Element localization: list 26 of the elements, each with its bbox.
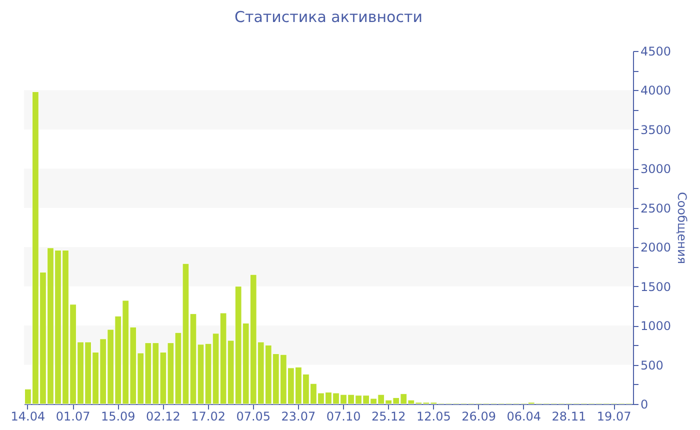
x-tick-label: 26.09	[462, 410, 496, 424]
y-tick-label: 0	[640, 398, 648, 412]
y-tick-label: 2000	[640, 240, 672, 255]
x-tick-label: 07.05	[236, 410, 271, 424]
chart-title: Статистика активности	[234, 8, 422, 26]
x-tick-label: 14.04	[10, 410, 46, 424]
x-tick-label: 02.12	[146, 410, 180, 424]
y-tick-label: 3500	[640, 122, 672, 137]
x-tick-label: 01.07	[56, 410, 90, 424]
x-tick-label: 12.05	[416, 410, 451, 424]
x-tick-label: 07.10	[326, 410, 361, 424]
y-tick-label: 500	[640, 358, 664, 372]
x-tick-label: 15.09	[100, 410, 136, 424]
y-tick-label: 4500	[640, 44, 672, 58]
x-tick-label: 06.04	[506, 410, 542, 424]
x-tick-label: 23.07	[281, 410, 316, 424]
y-tick-label: 1500	[640, 280, 672, 294]
y-tick-label: 2500	[640, 201, 672, 216]
y-axis-title: Сообщения	[675, 192, 690, 264]
y-tick-label: 4000	[640, 84, 672, 98]
x-tick-label: 25.12	[371, 410, 406, 424]
y-tick-label: 1000	[640, 319, 672, 334]
x-tick-label: 28.11	[552, 410, 586, 424]
x-tick-label: 17.02	[191, 410, 226, 424]
y-tick-label: 3000	[640, 162, 672, 176]
x-tick-label: 19.07	[596, 410, 632, 424]
